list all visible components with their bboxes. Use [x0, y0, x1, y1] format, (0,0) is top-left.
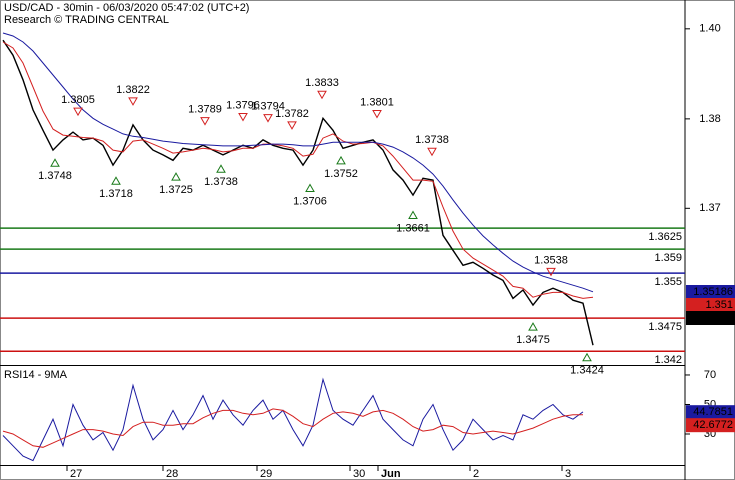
series-line: [2, 377, 584, 462]
peak-marker: [128, 97, 138, 106]
trough-label: 1.3718: [99, 188, 133, 200]
y-tick-label: 1.37: [699, 202, 720, 214]
peak-marker: [238, 112, 248, 122]
level-label: 1.355: [654, 276, 682, 288]
peak-label: 1.3789: [188, 104, 222, 116]
trough-marker: [50, 158, 60, 167]
peak-label: 1.3822: [116, 84, 150, 96]
peak-marker: [317, 90, 327, 100]
trough-marker: [111, 176, 121, 185]
trough-marker: [336, 155, 346, 165]
peak-label: 1.3833: [305, 77, 339, 89]
series-line: [2, 408, 583, 448]
level-label: 1.342: [654, 354, 682, 366]
last-value-label: 42.6772: [693, 419, 733, 431]
y-tick-label: 1.38: [699, 113, 720, 125]
last-value-tag: [686, 311, 735, 325]
peak-marker: [427, 147, 437, 157]
last-value-label: 1.35186: [693, 286, 733, 298]
peak-marker: [287, 121, 297, 130]
peak-marker: [73, 107, 83, 117]
x-tick-label: 3: [565, 468, 571, 480]
chart-title: USD/CAD - 30min - 06/03/2020 05:47:02 (U…: [4, 2, 249, 14]
last-value-label: 1.3503: [699, 312, 733, 324]
series-line: [2, 39, 594, 346]
x-tick-label: 28: [166, 468, 178, 480]
last-value-label: 1.351: [705, 299, 733, 311]
x-tick-label: 29: [260, 468, 272, 480]
peak-marker: [372, 109, 382, 119]
level-label: 1.3475: [648, 321, 682, 333]
peak-label: 1.3796: [226, 99, 260, 111]
trough-label: 1.3661: [396, 222, 430, 234]
trough-label: 1.3706: [293, 195, 327, 207]
last-value-tag: [686, 418, 735, 433]
y-tick-label: 1.40: [699, 23, 720, 35]
peak-label: 1.3801: [360, 96, 394, 108]
x-tick-label: 30: [353, 468, 365, 480]
trough-label: 1.3738: [204, 176, 238, 188]
peak-label: 1.3805: [61, 94, 95, 106]
peak-label: 1.3782: [275, 108, 309, 120]
trough-marker: [305, 183, 315, 192]
trough-label: 1.3424: [570, 365, 604, 377]
trough-marker: [528, 322, 538, 331]
x-tick-label: 27: [70, 468, 82, 480]
peak-label: 1.3738: [415, 134, 449, 146]
trough-label: 1.3725: [159, 184, 193, 196]
level-label: 1.359: [654, 252, 682, 264]
series-line: [2, 41, 594, 299]
last-value-label: 44.7851: [693, 406, 733, 418]
chart-subtitle: Research © TRADING CENTRAL: [4, 14, 169, 26]
peak-label: 1.3538: [534, 254, 568, 266]
trough-label: 1.3475: [516, 334, 550, 346]
last-value-tag: [686, 298, 735, 312]
peak-marker: [546, 267, 556, 277]
x-tick-label: Jun: [381, 468, 401, 480]
trough-label: 1.3748: [38, 170, 72, 182]
peak-label: 1.3794: [251, 101, 285, 113]
trough-marker: [216, 164, 226, 173]
series-line: [2, 32, 594, 293]
trough-label: 1.3752: [324, 168, 358, 180]
level-label: 1.3625: [648, 231, 682, 243]
x-tick-label: 2: [473, 468, 479, 480]
trough-marker: [408, 210, 418, 220]
trough-marker: [171, 172, 181, 181]
last-value-tag: [686, 405, 735, 420]
y-tick-label: 70: [704, 369, 716, 381]
rsi-title: RSI14 - 9MA: [4, 369, 68, 381]
trough-marker: [582, 352, 592, 362]
last-value-tag: [686, 285, 735, 299]
peak-marker: [263, 114, 273, 123]
peak-marker: [200, 117, 210, 126]
